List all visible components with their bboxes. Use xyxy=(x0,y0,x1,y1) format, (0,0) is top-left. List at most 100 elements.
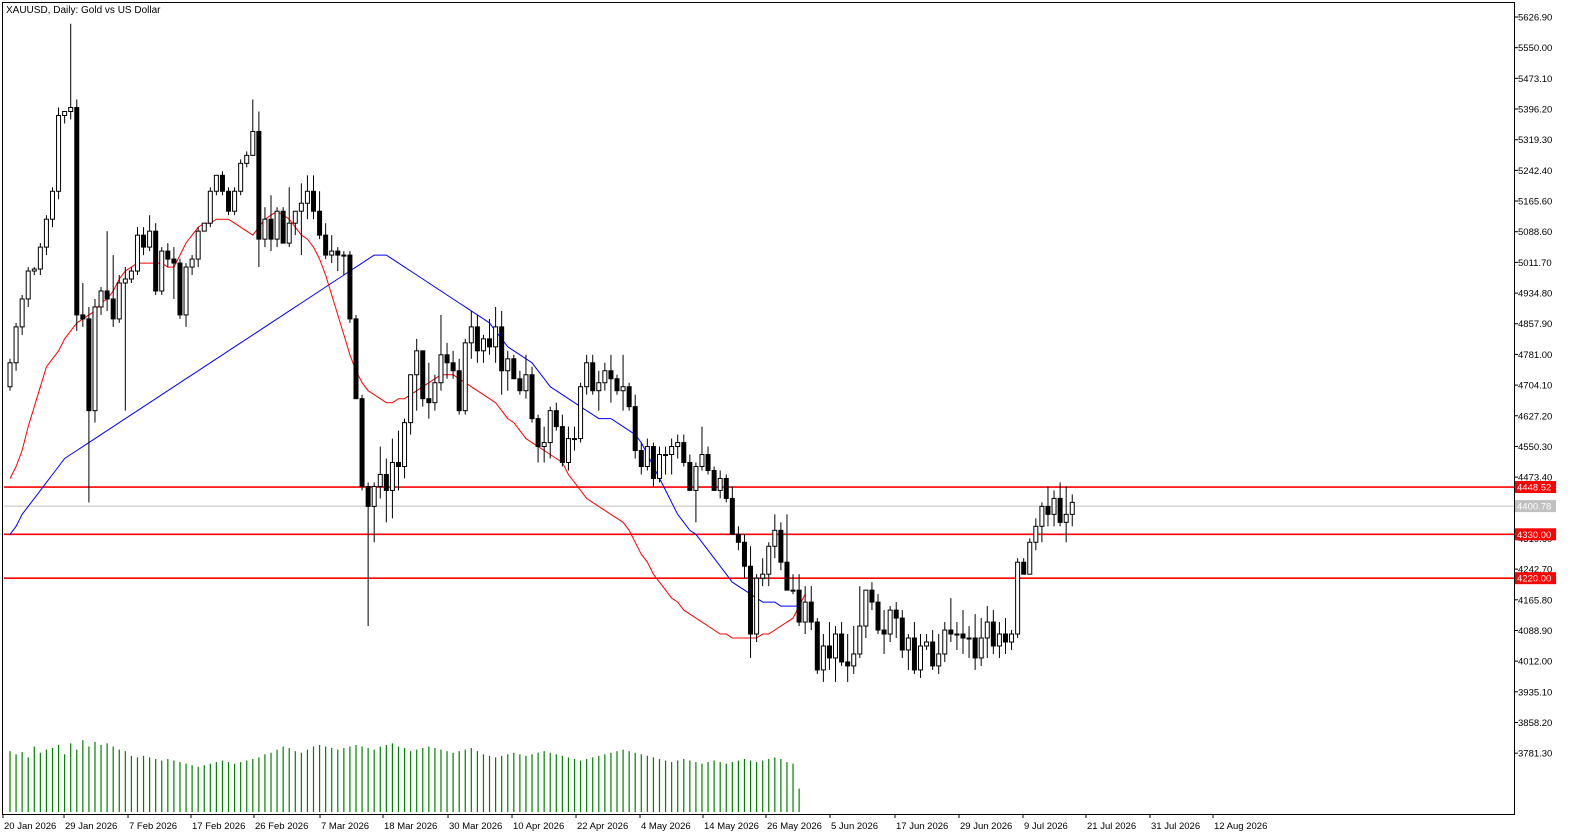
candle-body-bull xyxy=(547,410,553,444)
candle xyxy=(1021,558,1027,575)
candle xyxy=(1015,558,1021,639)
candle-body-bull xyxy=(954,633,960,636)
candle-body-bear xyxy=(395,462,401,467)
candle-body-bear xyxy=(80,314,86,320)
candle-body-bull xyxy=(493,326,499,348)
candle-body-bull xyxy=(19,298,25,328)
candle xyxy=(487,318,493,355)
candle xyxy=(335,247,341,272)
candle xyxy=(371,482,377,543)
candle xyxy=(620,354,626,411)
candle-body-bull xyxy=(863,589,869,627)
price-tick-label: 4857.90 xyxy=(1518,319,1552,330)
candle xyxy=(141,227,147,256)
candle xyxy=(226,187,232,216)
candle xyxy=(948,598,954,642)
candle xyxy=(705,446,711,475)
ma-fast-line xyxy=(9,210,806,639)
candle-body-bull xyxy=(644,446,650,467)
candle xyxy=(535,414,541,463)
candle-body-bull xyxy=(134,234,140,272)
level-price-tag xyxy=(1515,528,1556,541)
level-price-tag xyxy=(1515,481,1556,494)
candle xyxy=(383,458,389,523)
price-tick-label: 4704.10 xyxy=(1518,381,1552,392)
candle xyxy=(395,430,401,491)
candle-body-bear xyxy=(177,262,183,316)
candle-body-bear xyxy=(960,633,966,639)
candle xyxy=(784,514,790,591)
price-tick-label: 4627.20 xyxy=(1518,411,1552,422)
candle-body-bear xyxy=(638,450,644,467)
candle xyxy=(201,222,207,232)
candle-body-bear xyxy=(256,130,262,240)
candle-body-bull xyxy=(262,218,268,240)
candle xyxy=(56,107,62,200)
candle-body-bull xyxy=(717,477,723,491)
candle xyxy=(19,294,25,335)
date-tick-label: 30 Mar 2026 xyxy=(449,821,502,832)
candle xyxy=(845,634,851,682)
candle-body-bull xyxy=(620,386,626,392)
candle xyxy=(596,370,602,411)
candle xyxy=(559,414,565,467)
candle-body-bull xyxy=(62,110,68,116)
candle-body-bear xyxy=(826,645,832,659)
candle xyxy=(772,514,778,559)
candle-body-bull xyxy=(232,190,238,212)
price-tick-label: 4473.40 xyxy=(1518,473,1552,484)
candle-body-bull xyxy=(656,454,662,479)
candle-body-bear xyxy=(1002,633,1008,643)
candle-body-bear xyxy=(741,541,747,567)
candle-body-bull xyxy=(147,230,153,248)
candle xyxy=(377,446,383,499)
candle-body-bear xyxy=(317,210,323,236)
candle xyxy=(420,350,426,407)
candle xyxy=(1045,486,1051,527)
candle xyxy=(189,255,195,276)
candle xyxy=(1069,494,1075,527)
candle-body-bull xyxy=(1015,561,1021,635)
candle-body-bull xyxy=(1033,525,1039,543)
candle xyxy=(523,354,529,399)
candle-body-bear xyxy=(359,398,365,487)
candle xyxy=(960,610,966,654)
candle xyxy=(972,614,978,670)
candle-body-bull xyxy=(1027,541,1033,575)
candle xyxy=(905,634,911,670)
candle-body-bear xyxy=(911,637,917,671)
candle-body-bear xyxy=(590,362,596,392)
date-tick-label: 7 Mar 2026 xyxy=(321,821,369,832)
candle xyxy=(754,574,760,642)
candle-body-bull xyxy=(183,266,189,316)
candle xyxy=(116,275,122,323)
candle xyxy=(304,175,310,220)
candle xyxy=(857,586,863,658)
candle xyxy=(365,482,371,627)
time-axis: 20 Jan 2026 29 Jan 2026 7 Feb 2026 17 Feb 2… xyxy=(2,814,1267,832)
candle xyxy=(323,223,329,260)
candle-body-bull xyxy=(56,114,62,192)
candle-body-bear xyxy=(650,446,656,479)
candle xyxy=(899,610,905,658)
candle xyxy=(207,187,213,228)
candle xyxy=(92,298,98,423)
candle-body-bull xyxy=(329,250,335,256)
candle-body-bear xyxy=(347,254,353,320)
candle xyxy=(134,227,140,276)
price-tick-label: 3781.30 xyxy=(1518,749,1552,760)
candle-body-bear xyxy=(559,426,565,464)
price-tick-label: 5550.00 xyxy=(1518,43,1552,54)
candle-body-bear xyxy=(608,370,614,380)
candle-body-bull xyxy=(189,258,195,268)
date-tick-label: 5 Jun 2026 xyxy=(831,821,878,832)
candle xyxy=(104,231,110,311)
candle-body-bull xyxy=(663,454,669,457)
candle-body-bull xyxy=(341,254,347,257)
candle xyxy=(954,622,960,650)
candle xyxy=(408,374,414,435)
candle-body-bull xyxy=(966,637,972,640)
volume-histogram xyxy=(9,740,800,812)
candle-body-bull xyxy=(432,382,438,404)
